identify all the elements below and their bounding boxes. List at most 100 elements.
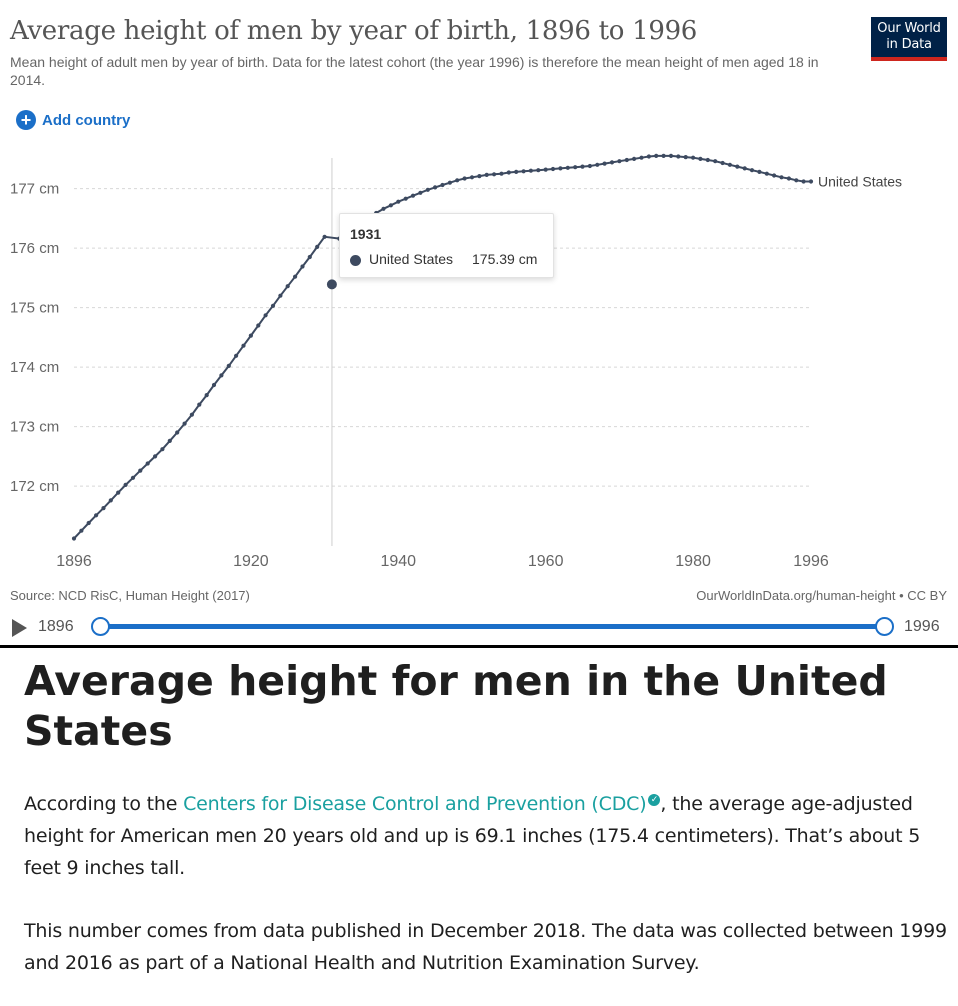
data-point[interactable] [668, 153, 674, 158]
data-point[interactable] [455, 178, 460, 183]
add-country-button[interactable]: + Add country [16, 110, 130, 130]
data-point[interactable] [94, 513, 99, 518]
data-point[interactable] [794, 178, 799, 183]
data-point[interactable] [130, 475, 136, 480]
data-point[interactable] [632, 156, 637, 161]
data-point[interactable] [484, 172, 489, 177]
highlighted-point[interactable] [326, 279, 337, 290]
cdc-link[interactable]: Centers for Disease Control and Preventi… [183, 793, 647, 815]
data-point[interactable] [609, 160, 615, 165]
data-point[interactable] [123, 482, 128, 487]
data-point[interactable] [79, 528, 84, 533]
data-point[interactable] [565, 165, 570, 170]
data-point[interactable] [492, 172, 497, 177]
data-point[interactable] [735, 164, 740, 169]
data-point[interactable] [705, 157, 710, 163]
data-point[interactable] [219, 373, 224, 378]
data-point[interactable] [307, 254, 312, 260]
data-point[interactable] [256, 323, 261, 328]
data-point[interactable] [624, 157, 629, 163]
data-point[interactable] [698, 156, 703, 161]
play-icon[interactable] [12, 619, 27, 637]
data-point[interactable] [742, 166, 747, 171]
data-point[interactable] [757, 169, 762, 174]
data-point[interactable] [580, 164, 585, 169]
data-point[interactable] [550, 166, 556, 172]
data-point[interactable] [749, 168, 755, 173]
data-point[interactable] [101, 506, 106, 511]
data-point[interactable] [506, 170, 511, 175]
data-point[interactable] [108, 498, 113, 503]
data-point[interactable] [197, 402, 202, 407]
data-point[interactable] [469, 175, 475, 180]
data-point[interactable] [462, 176, 467, 181]
data-point[interactable] [536, 168, 541, 173]
data-point[interactable] [661, 153, 666, 158]
series-united-states[interactable] [71, 153, 814, 541]
data-point[interactable] [145, 461, 150, 466]
data-point[interactable] [514, 169, 519, 174]
data-point[interactable] [388, 203, 393, 208]
data-point[interactable] [654, 153, 659, 158]
data-point[interactable] [160, 447, 165, 452]
license-link[interactable]: OurWorldInData.org/human-height • CC BY [696, 588, 947, 603]
data-point[interactable] [270, 303, 276, 308]
data-point[interactable] [521, 169, 526, 174]
data-point[interactable] [403, 196, 408, 201]
data-point[interactable] [786, 176, 792, 181]
data-point[interactable] [477, 174, 482, 179]
data-point[interactable] [433, 185, 438, 190]
data-point[interactable] [727, 162, 733, 167]
data-point[interactable] [447, 180, 452, 185]
data-point[interactable] [182, 421, 187, 426]
data-point[interactable] [226, 363, 231, 368]
data-point[interactable] [396, 199, 401, 204]
data-point[interactable] [241, 343, 246, 348]
data-point[interactable] [683, 155, 688, 160]
data-point[interactable] [691, 155, 696, 160]
data-point[interactable] [116, 490, 121, 495]
data-point[interactable] [71, 536, 77, 541]
data-point[interactable] [499, 171, 504, 176]
data-point[interactable] [573, 165, 578, 170]
data-point[interactable] [138, 468, 143, 473]
data-point[interactable] [410, 193, 416, 198]
data-point[interactable] [381, 206, 386, 211]
data-point[interactable] [322, 234, 327, 239]
data-point[interactable] [175, 430, 180, 435]
data-point[interactable] [779, 175, 784, 180]
data-point[interactable] [300, 264, 305, 269]
data-point[interactable] [440, 182, 445, 188]
data-point[interactable] [528, 168, 534, 173]
data-point[interactable] [189, 412, 194, 417]
data-point[interactable] [543, 167, 548, 172]
timeline-end-handle[interactable] [875, 617, 894, 636]
data-point[interactable] [204, 393, 209, 398]
data-point[interactable] [713, 159, 718, 164]
data-point[interactable] [425, 187, 430, 192]
data-point[interactable] [764, 171, 769, 176]
data-point[interactable] [772, 173, 777, 178]
data-point[interactable] [720, 160, 725, 166]
data-point[interactable] [153, 454, 158, 459]
data-point[interactable] [167, 438, 172, 443]
data-point[interactable] [639, 155, 644, 160]
data-point[interactable] [418, 190, 423, 195]
data-point[interactable] [801, 179, 806, 184]
data-point[interactable] [587, 163, 593, 169]
data-point[interactable] [234, 353, 239, 358]
data-point[interactable] [86, 520, 91, 526]
timeline-track[interactable] [100, 624, 884, 629]
data-point[interactable] [595, 162, 600, 167]
line-chart[interactable]: 172 cm 173 cm 174 cm 175 cm 176 cm 177 cm 189… [0, 150, 958, 582]
data-point[interactable] [808, 179, 814, 184]
data-point[interactable] [646, 154, 652, 159]
data-point[interactable] [602, 161, 607, 166]
source-note[interactable]: Source: NCD RisC, Human Height (2017) [10, 588, 250, 603]
data-point[interactable] [211, 382, 217, 388]
timeline-start-handle[interactable] [91, 617, 110, 636]
data-point[interactable] [315, 244, 320, 249]
data-point[interactable] [248, 333, 253, 338]
owid-logo[interactable]: Our World in Data [871, 17, 947, 61]
data-point[interactable] [293, 274, 298, 279]
